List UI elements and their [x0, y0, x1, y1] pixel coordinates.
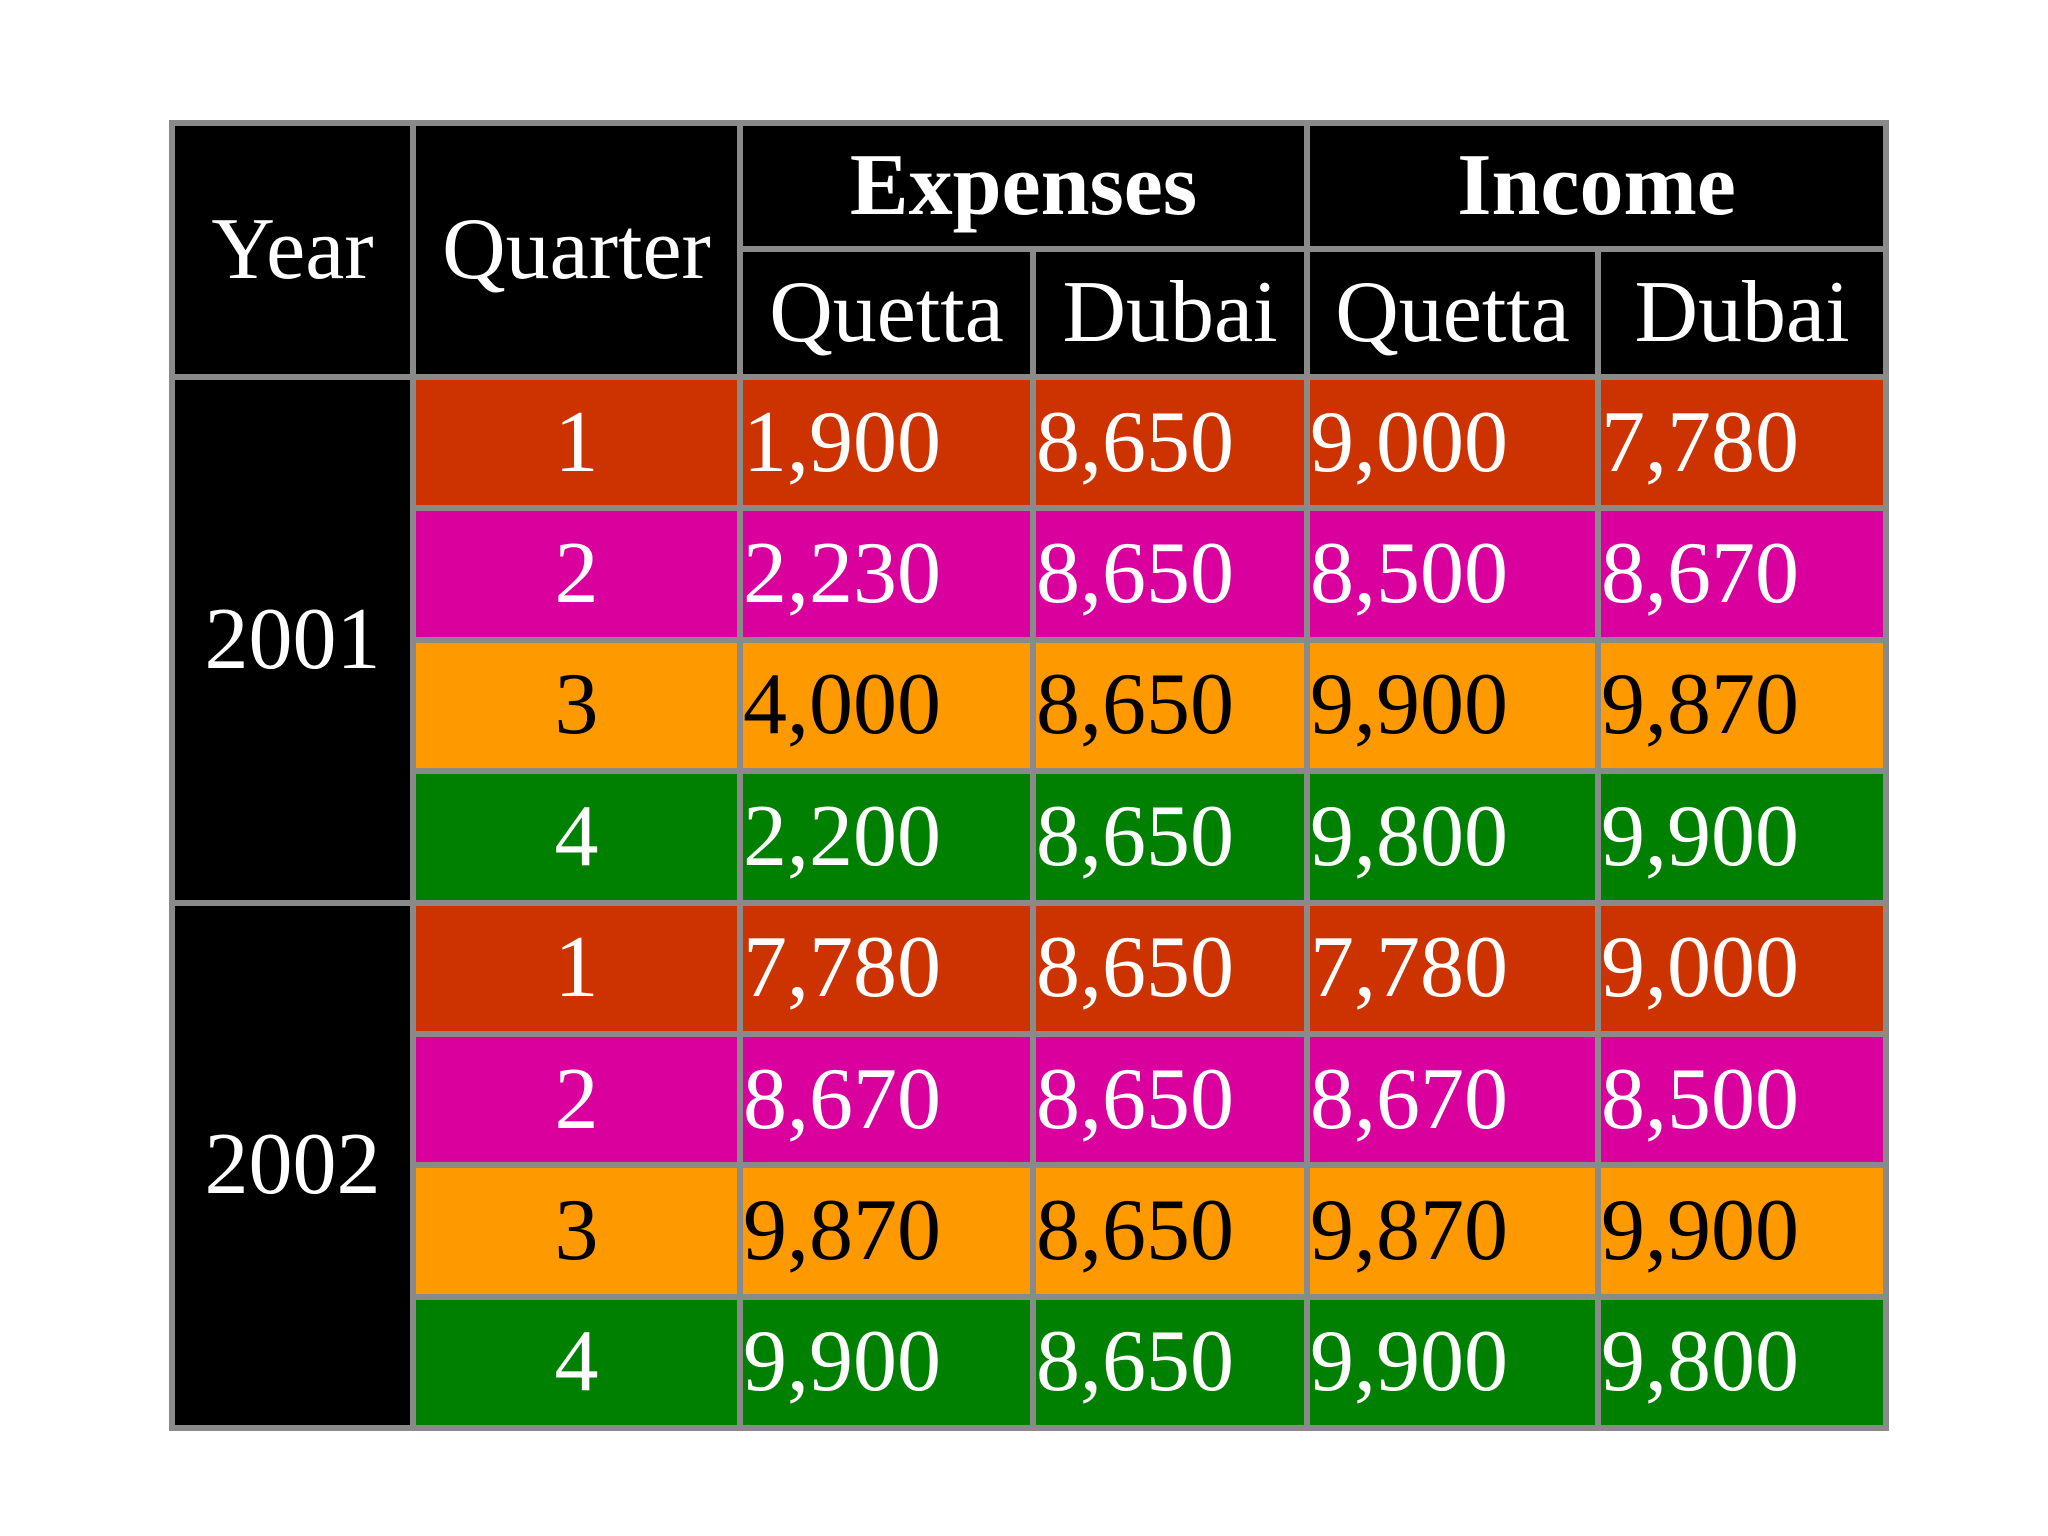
year-header: Year — [172, 123, 413, 377]
expenses-dubai-cell: 8,650 — [1033, 377, 1307, 509]
income-dubai-header: Dubai — [1598, 249, 1887, 377]
income-quetta-cell: 9,800 — [1307, 771, 1598, 903]
income-quetta-cell: 9,900 — [1307, 639, 1598, 772]
year-cell: 2002 — [172, 902, 413, 1428]
income-quetta-cell: 9,900 — [1307, 1296, 1598, 1428]
finance-table: Year Quarter Expenses Income Quetta Duba… — [169, 120, 1890, 1431]
income-dubai-cell: 8,670 — [1598, 508, 1887, 640]
income-dubai-cell: 7,780 — [1598, 377, 1887, 509]
expenses-dubai-cell: 8,650 — [1033, 1165, 1307, 1297]
expenses-dubai-header: Dubai — [1033, 249, 1307, 377]
income-dubai-cell: 9,000 — [1598, 902, 1887, 1034]
income-dubai-cell: 9,800 — [1598, 1296, 1887, 1428]
table-row: 2 2,230 8,650 8,500 8,670 — [172, 508, 1887, 640]
quarter-cell: 2 — [413, 1033, 740, 1166]
expenses-quetta-cell: 7,780 — [740, 902, 1033, 1034]
income-quetta-cell: 8,670 — [1307, 1033, 1598, 1166]
table-row: 4 9,900 8,650 9,900 9,800 — [172, 1296, 1887, 1428]
quarter-cell: 3 — [413, 639, 740, 772]
quarter-cell: 4 — [413, 771, 740, 903]
expenses-dubai-cell: 8,650 — [1033, 902, 1307, 1034]
expenses-quetta-cell: 8,670 — [740, 1033, 1033, 1166]
expenses-dubai-cell: 8,650 — [1033, 771, 1307, 903]
expenses-quetta-cell: 4,000 — [740, 639, 1033, 772]
table-row: 2001 1 1,900 8,650 9,000 7,780 — [172, 377, 1887, 903]
table-row: 2 8,670 8,650 8,670 8,500 — [172, 1033, 1887, 1166]
quarter-cell: 4 — [413, 1296, 740, 1428]
expenses-quetta-cell: 2,200 — [740, 771, 1033, 903]
quarter-cell: 1 — [413, 377, 740, 509]
table-row: 4 2,200 8,650 9,800 9,900 — [172, 771, 1887, 903]
income-dubai-cell: 8,500 — [1598, 1033, 1887, 1166]
expenses-dubai-cell: 8,650 — [1033, 639, 1307, 772]
income-dubai-cell: 9,900 — [1598, 771, 1887, 903]
income-quetta-cell: 7,780 — [1307, 902, 1598, 1034]
table-row: 2002 1 7,780 8,650 7,780 9,000 — [172, 902, 1887, 1428]
quarter-cell: 3 — [413, 1165, 740, 1297]
year-cell: 2001 — [172, 377, 413, 903]
quarter-cell: 2 — [413, 508, 740, 640]
expenses-quetta-cell: 9,900 — [740, 1296, 1033, 1428]
income-quetta-cell: 8,500 — [1307, 508, 1598, 640]
income-quetta-cell: 9,000 — [1307, 377, 1598, 509]
expenses-dubai-cell: 8,650 — [1033, 1296, 1307, 1428]
income-dubai-cell: 9,900 — [1598, 1165, 1887, 1297]
expenses-header: Expenses — [740, 123, 1307, 249]
income-header: Income — [1307, 123, 1887, 249]
table-row: 3 9,870 8,650 9,870 9,900 — [172, 1165, 1887, 1297]
income-quetta-cell: 9,870 — [1307, 1165, 1598, 1297]
income-dubai-cell: 9,870 — [1598, 639, 1887, 772]
expenses-dubai-cell: 8,650 — [1033, 1033, 1307, 1166]
income-quetta-header: Quetta — [1307, 249, 1598, 377]
expenses-quetta-cell: 1,900 — [740, 377, 1033, 509]
quarter-header: Quarter — [413, 123, 740, 377]
expenses-quetta-cell: 2,230 — [740, 508, 1033, 640]
table-row: 3 4,000 8,650 9,900 9,870 — [172, 639, 1887, 772]
expenses-dubai-cell: 8,650 — [1033, 508, 1307, 640]
expenses-quetta-cell: 9,870 — [740, 1165, 1033, 1297]
quarter-cell: 1 — [413, 902, 740, 1034]
expenses-quetta-header: Quetta — [740, 249, 1033, 377]
